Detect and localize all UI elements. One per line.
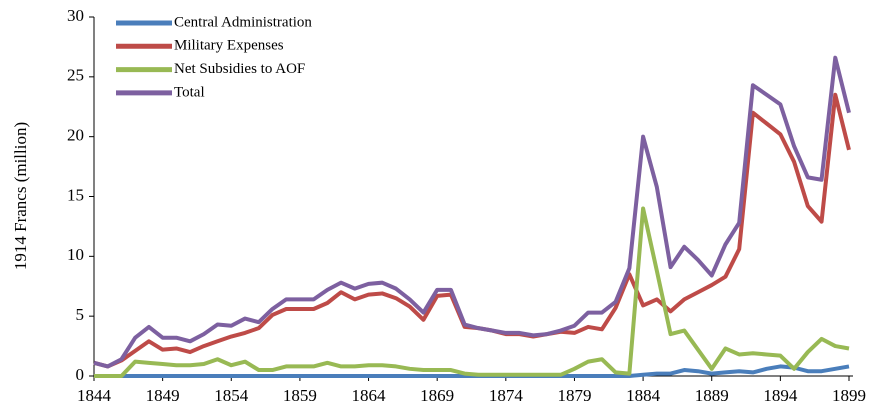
x-tick-label: 1894 [763, 386, 798, 405]
y-tick-label: 5 [76, 305, 85, 324]
x-tick-label: 1864 [352, 386, 387, 405]
y-axis-label: 1914 Francs (million) [11, 122, 30, 270]
y-tick-label: 15 [67, 185, 84, 204]
y-tick-label: 10 [67, 245, 84, 264]
x-tick-label: 1884 [626, 386, 661, 405]
x-tick-label: 1859 [283, 386, 317, 405]
legend-label: Net Subsidies to AOF [174, 61, 305, 77]
legend-label: Total [174, 84, 205, 100]
legend-label: Military Expenses [174, 38, 284, 54]
y-tick-label: 20 [67, 126, 84, 145]
x-tick-label: 1844 [77, 386, 112, 405]
legend-label: Central Administration [174, 14, 312, 30]
x-tick-label: 1899 [832, 386, 866, 405]
y-tick-label: 0 [76, 365, 85, 384]
series-line [93, 55, 851, 369]
y-tick-label: 30 [67, 6, 84, 25]
x-tick-label: 1889 [695, 386, 729, 405]
x-tick-label: 1869 [420, 386, 454, 405]
series-line [94, 206, 850, 378]
x-tick-label: 1854 [214, 386, 249, 405]
x-tick-label: 1874 [489, 386, 524, 405]
y-tick-label: 25 [67, 66, 84, 85]
x-tick-label: 1849 [146, 386, 180, 405]
x-tick-label: 1879 [557, 386, 591, 405]
